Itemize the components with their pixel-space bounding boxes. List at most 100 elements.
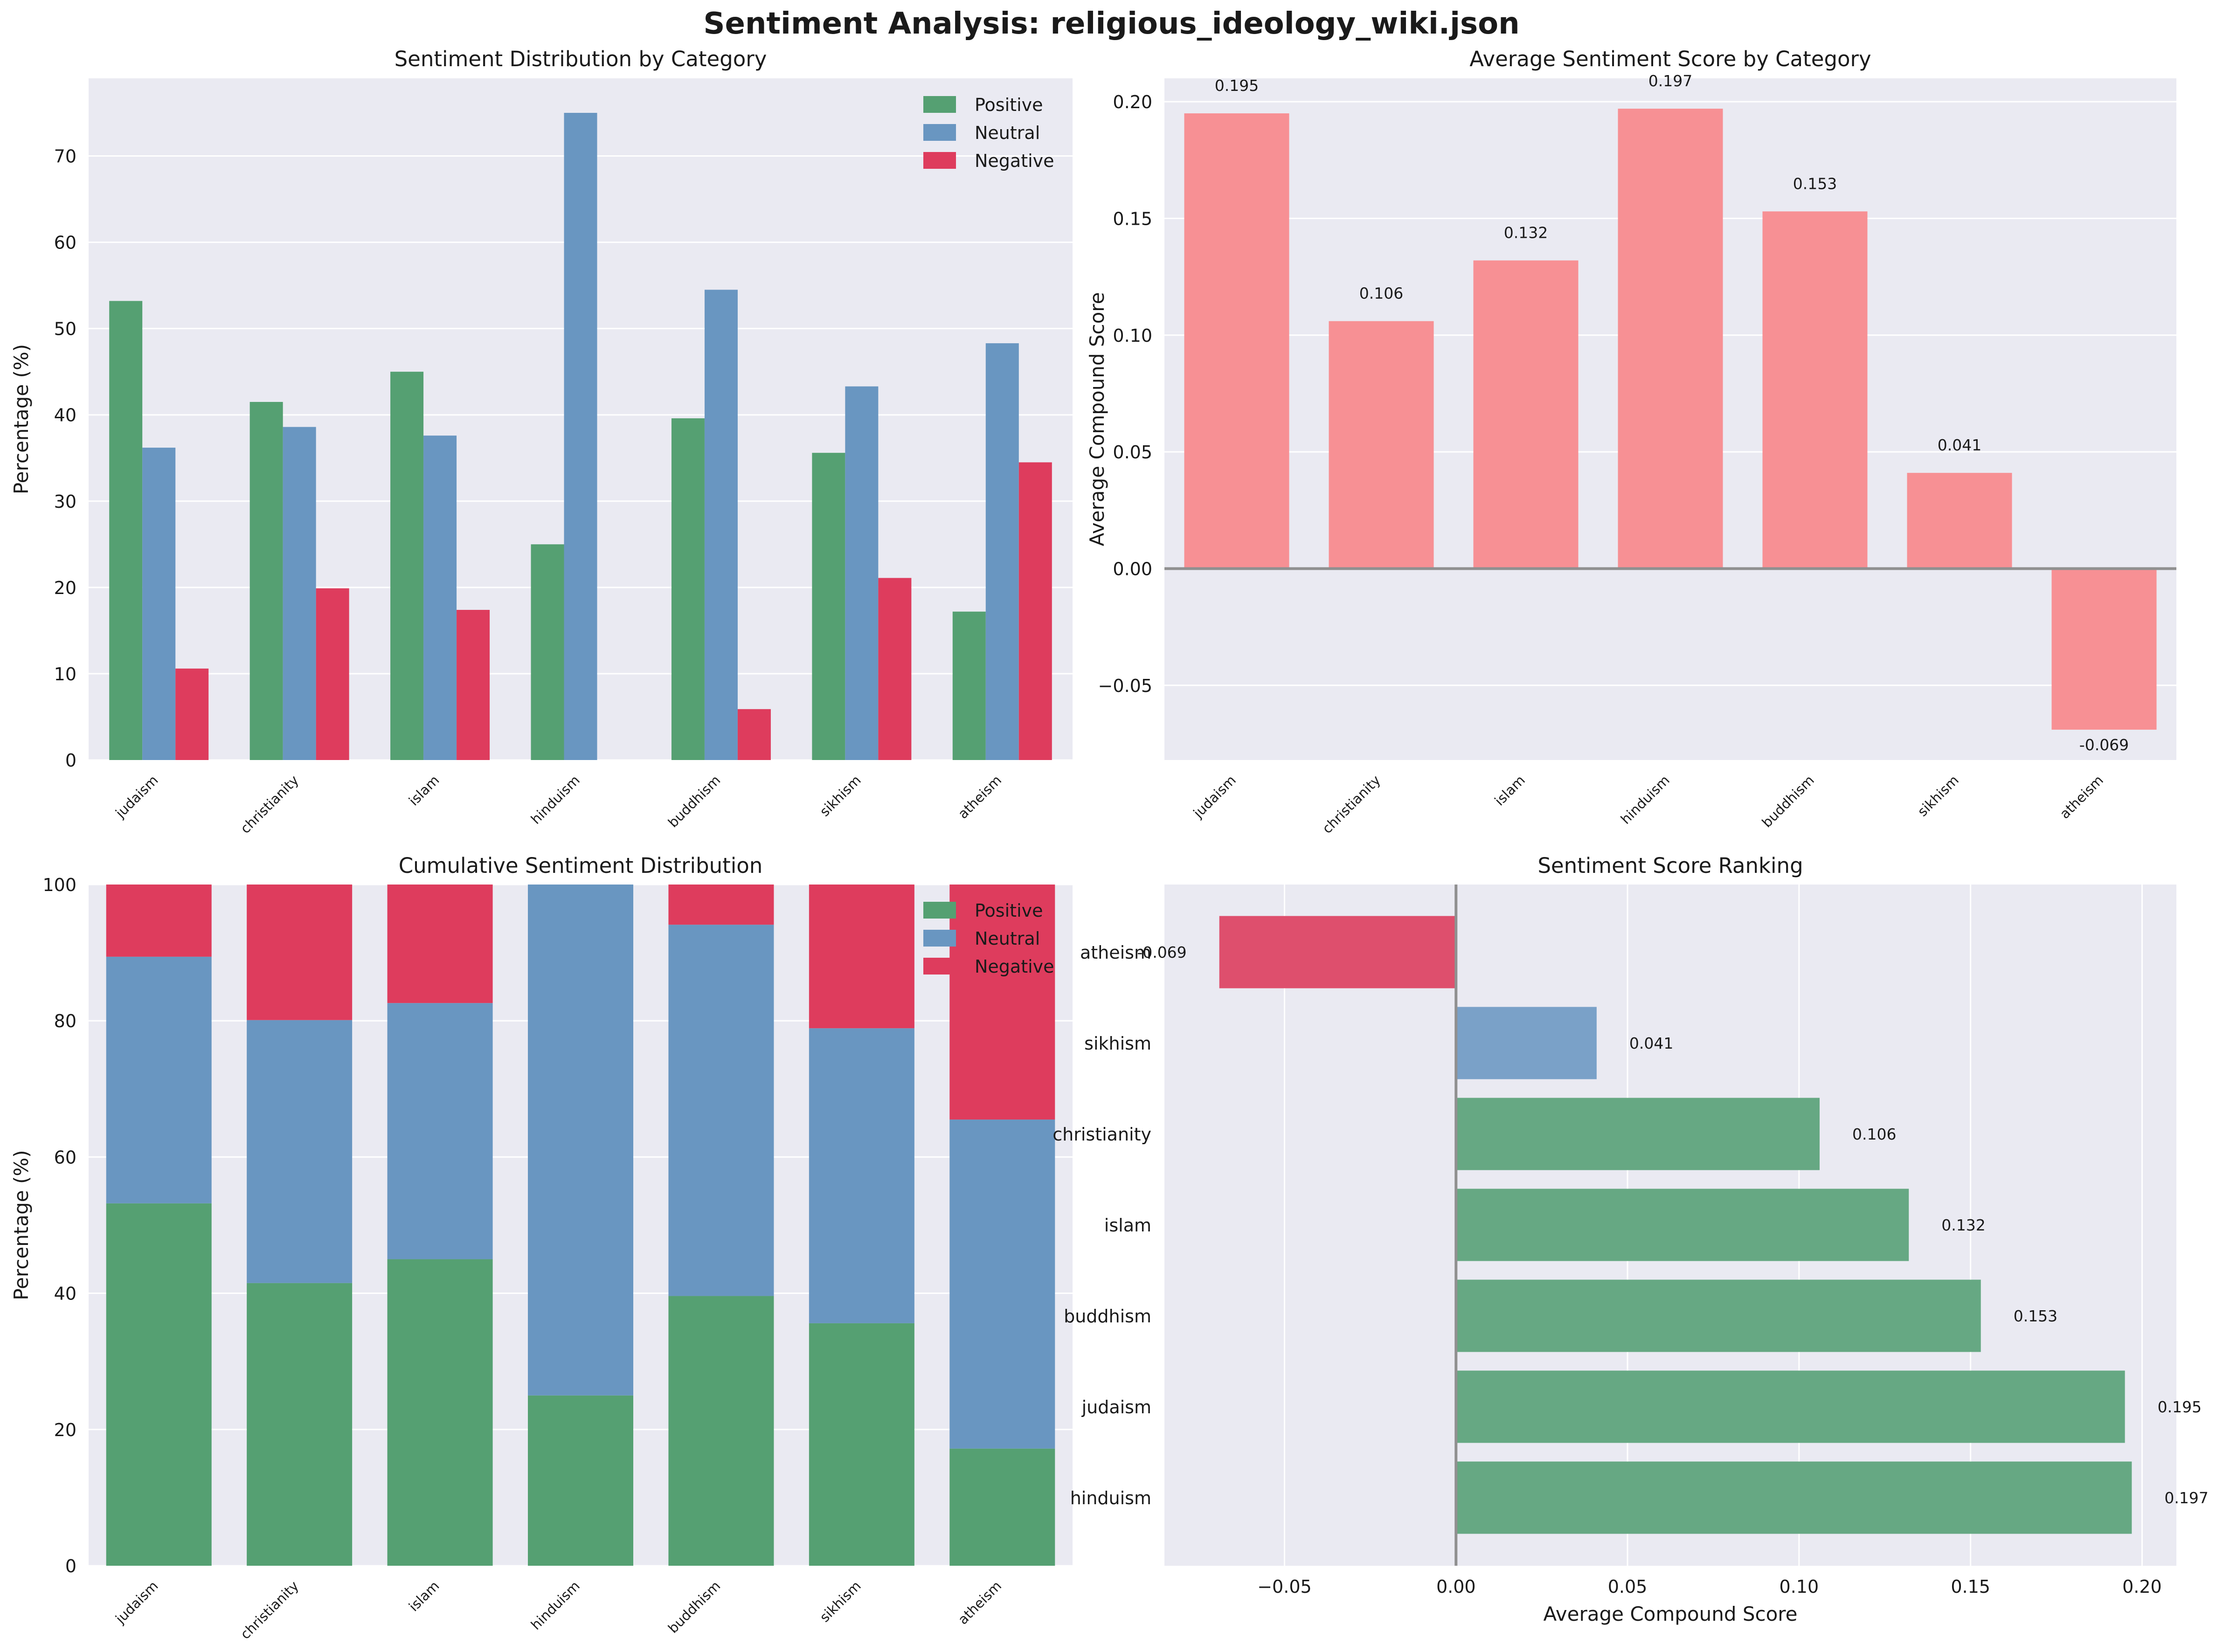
average-data-label-islam: 0.132 xyxy=(1504,224,1548,242)
cumulative-ytick-label: 60 xyxy=(54,1147,76,1168)
average-xtick-label: atheism xyxy=(2057,772,2106,822)
average-data-label-hinduism: 0.197 xyxy=(1648,72,1692,90)
cumulative-ytick-label: 0 xyxy=(65,1556,76,1576)
cumulative-bar-positive-judaism xyxy=(106,1203,212,1566)
panel-title-ranking: Sentiment Score Ranking xyxy=(1537,853,1803,878)
cumulative-bar-positive-atheism xyxy=(949,1448,1055,1566)
ranking-ytick-label: buddhism xyxy=(1064,1306,1151,1327)
distribution-bar-neutral-islam xyxy=(423,435,457,760)
distribution-legend-label-positive: Positive xyxy=(975,95,1043,115)
cumulative-ylabel: Percentage (%) xyxy=(10,1150,33,1300)
cumulative-bar-positive-sikhism xyxy=(809,1323,914,1566)
ranking-bar-atheism xyxy=(1219,916,1456,988)
cumulative-bar-neutral-hinduism xyxy=(528,885,633,1396)
distribution-bar-positive-hinduism xyxy=(531,544,564,760)
ranking-xtick-label: 0.00 xyxy=(1436,1576,1476,1597)
distribution-ytick-label: 10 xyxy=(54,664,76,684)
average-bar-christianity xyxy=(1329,321,1434,569)
distribution-bar-neutral-hinduism xyxy=(564,113,597,760)
distribution-bar-positive-islam xyxy=(390,372,424,760)
average-xtick-label: buddhism xyxy=(1759,772,1817,830)
average-ytick-label: 0.15 xyxy=(1113,208,1152,229)
cumulative-xtick-label: islam xyxy=(406,1578,443,1615)
distribution-bar-positive-atheism xyxy=(952,611,986,760)
average-data-label-christianity: 0.106 xyxy=(1359,284,1403,303)
panel-title-cumulative: Cumulative Sentiment Distribution xyxy=(398,853,763,878)
cumulative-bar-neutral-judaism xyxy=(106,956,212,1203)
panel-title-distribution: Sentiment Distribution by Category xyxy=(394,47,767,71)
distribution-ytick-label: 0 xyxy=(65,750,76,771)
average-xtick-label: judaism xyxy=(1190,772,1239,821)
cumulative-legend-swatch-negative xyxy=(923,958,956,975)
ranking-xtick-label: 0.15 xyxy=(1951,1576,1990,1597)
cumulative-legend-label-neutral: Neutral xyxy=(975,928,1040,949)
cumulative-bar-positive-hinduism xyxy=(528,1395,633,1566)
distribution-xtick-label: judaism xyxy=(112,772,161,821)
average-xtick-label: sikhism xyxy=(1914,772,1962,820)
distribution-ytick-label: 30 xyxy=(54,491,76,512)
cumulative-bar-negative-judaism xyxy=(106,885,212,957)
distribution-legend-label-negative: Negative xyxy=(975,151,1054,171)
distribution-ytick-label: 20 xyxy=(54,578,76,598)
average-ytick-label: 0.10 xyxy=(1113,325,1152,346)
distribution-legend-swatch-positive xyxy=(923,96,956,113)
cumulative-xtick-label: atheism xyxy=(955,1578,1005,1628)
ranking-xtick-label: 0.05 xyxy=(1608,1576,1648,1597)
cumulative-legend-label-positive: Positive xyxy=(975,900,1043,921)
cumulative-bar-neutral-islam xyxy=(387,1003,493,1259)
ranking-data-label-buddhism: 0.153 xyxy=(2014,1307,2057,1325)
distribution-bar-neutral-buddhism xyxy=(704,290,738,760)
average-bar-atheism xyxy=(2051,568,2157,730)
average-data-label-buddhism: 0.153 xyxy=(1793,174,1837,193)
average-bar-hinduism xyxy=(1618,109,1723,569)
average-data-label-sikhism: 0.041 xyxy=(1938,436,1981,454)
distribution-xtick-label: sikhism xyxy=(817,772,864,820)
cumulative-legend-swatch-neutral xyxy=(923,930,956,947)
figure-title: Sentiment Analysis: religious_ideology_w… xyxy=(703,7,1520,41)
ranking-data-label-christianity: 0.106 xyxy=(1852,1125,1896,1143)
ranking-bar-buddhism xyxy=(1456,1279,1981,1352)
ranking-bar-hinduism xyxy=(1456,1461,2132,1534)
cumulative-xtick-label: buddhism xyxy=(665,1578,723,1636)
distribution-bar-positive-judaism xyxy=(109,301,143,760)
distribution-ytick-label: 60 xyxy=(54,233,76,253)
cumulative-xtick-label: sikhism xyxy=(817,1578,864,1625)
panel-title-average: Average Sentiment Score by Category xyxy=(1469,47,1871,71)
cumulative-bar-positive-christianity xyxy=(247,1283,353,1566)
average-bar-islam xyxy=(1473,260,1579,569)
cumulative-bar-neutral-atheism xyxy=(949,1120,1055,1449)
ranking-xtick-label: −0.05 xyxy=(1257,1576,1311,1597)
distribution-xtick-label: islam xyxy=(406,772,443,809)
cumulative-ytick-label: 100 xyxy=(42,875,76,895)
ranking-ytick-label: christianity xyxy=(1053,1124,1151,1145)
average-bar-buddhism xyxy=(1762,211,1868,569)
cumulative-legend-swatch-positive xyxy=(923,902,956,919)
ranking-bar-sikhism xyxy=(1456,1007,1597,1079)
cumulative-bar-negative-christianity xyxy=(247,885,353,1020)
average-bar-judaism xyxy=(1184,113,1289,569)
ranking-ytick-label: islam xyxy=(1104,1215,1151,1236)
cumulative-xtick-label: hinduism xyxy=(528,1578,583,1633)
distribution-bar-neutral-sikhism xyxy=(845,386,879,760)
distribution-bar-negative-buddhism xyxy=(737,709,771,760)
distribution-xtick-label: christianity xyxy=(237,772,302,836)
distribution-bar-neutral-atheism xyxy=(985,343,1019,760)
distribution-bar-positive-christianity xyxy=(249,401,283,760)
ranking-bar-judaism xyxy=(1456,1370,2125,1443)
ranking-data-label-atheism: -0.069 xyxy=(1137,943,1186,961)
distribution-xtick-label: atheism xyxy=(955,772,1005,822)
average-data-label-atheism: -0.069 xyxy=(2079,736,2129,754)
cumulative-xtick-label: judaism xyxy=(112,1578,161,1627)
cumulative-bar-positive-islam xyxy=(387,1259,493,1566)
ranking-xtick-label: 0.10 xyxy=(1780,1576,1819,1597)
distribution-bar-neutral-christianity xyxy=(283,427,316,760)
ranking-data-label-hinduism: 0.197 xyxy=(2164,1489,2208,1507)
ranking-xtick-label: 0.20 xyxy=(2122,1576,2162,1597)
average-xtick-label: hinduism xyxy=(1618,772,1673,827)
average-data-label-judaism: 0.195 xyxy=(1215,76,1259,95)
cumulative-bar-negative-buddhism xyxy=(668,885,774,925)
ranking-ytick-label: sikhism xyxy=(1084,1033,1151,1054)
distribution-xtick-label: buddhism xyxy=(665,772,723,830)
distribution-legend-label-neutral: Neutral xyxy=(975,123,1040,143)
average-ytick-label: 0.20 xyxy=(1113,92,1152,112)
